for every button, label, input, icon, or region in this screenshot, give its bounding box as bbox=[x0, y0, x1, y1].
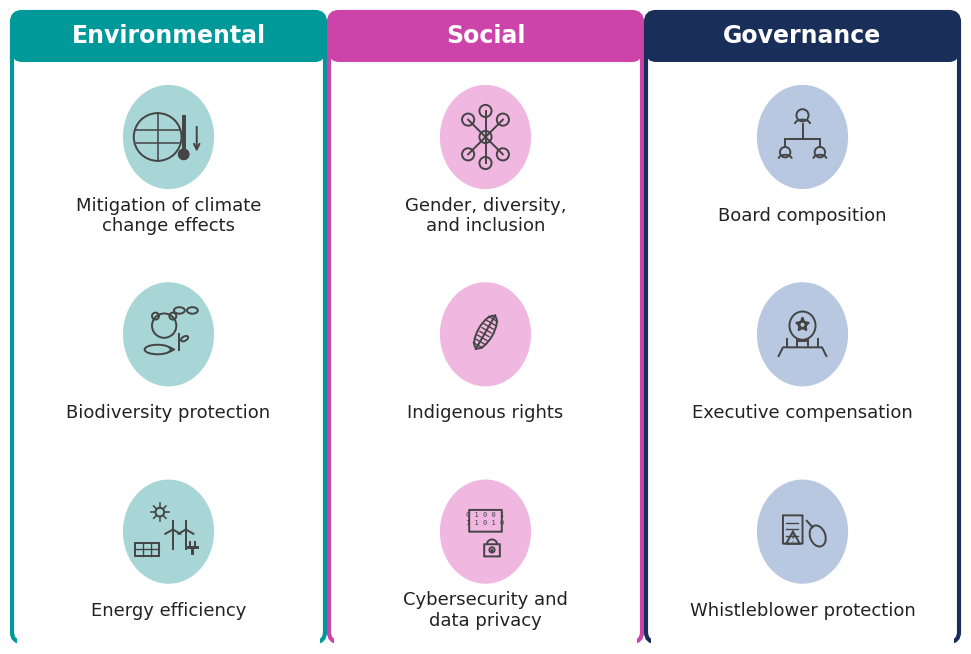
Text: Mitigation of climate
change effects: Mitigation of climate change effects bbox=[76, 196, 261, 235]
FancyBboxPatch shape bbox=[17, 462, 320, 649]
FancyBboxPatch shape bbox=[17, 264, 320, 452]
FancyBboxPatch shape bbox=[646, 12, 959, 62]
Text: Environmental: Environmental bbox=[72, 24, 265, 48]
Text: 0 1 0 0 1: 0 1 0 0 1 bbox=[466, 512, 505, 519]
FancyBboxPatch shape bbox=[651, 67, 954, 254]
FancyBboxPatch shape bbox=[329, 12, 642, 62]
Text: Board composition: Board composition bbox=[719, 207, 887, 225]
Circle shape bbox=[179, 149, 189, 160]
FancyBboxPatch shape bbox=[334, 462, 637, 649]
FancyBboxPatch shape bbox=[17, 67, 320, 254]
Text: Whistleblower protection: Whistleblower protection bbox=[689, 602, 916, 619]
Ellipse shape bbox=[757, 85, 848, 189]
Text: Executive compensation: Executive compensation bbox=[692, 404, 913, 422]
FancyBboxPatch shape bbox=[12, 12, 325, 62]
Ellipse shape bbox=[440, 283, 531, 387]
Text: 1 1 0 1 0: 1 1 0 1 0 bbox=[466, 520, 505, 526]
Text: !: ! bbox=[790, 534, 795, 545]
FancyBboxPatch shape bbox=[334, 264, 637, 452]
Ellipse shape bbox=[757, 283, 848, 387]
FancyBboxPatch shape bbox=[334, 67, 637, 254]
Ellipse shape bbox=[123, 479, 214, 584]
Text: Energy efficiency: Energy efficiency bbox=[91, 602, 247, 619]
Text: Governance: Governance bbox=[723, 24, 882, 48]
Ellipse shape bbox=[440, 85, 531, 189]
Ellipse shape bbox=[123, 85, 214, 189]
Ellipse shape bbox=[123, 283, 214, 387]
Text: Indigenous rights: Indigenous rights bbox=[408, 404, 563, 422]
Ellipse shape bbox=[757, 479, 848, 584]
Text: Social: Social bbox=[446, 24, 525, 48]
Text: Gender, diversity,
and inclusion: Gender, diversity, and inclusion bbox=[405, 196, 566, 235]
Text: Biodiversity protection: Biodiversity protection bbox=[66, 404, 271, 422]
FancyBboxPatch shape bbox=[651, 264, 954, 452]
Text: Cybersecurity and
data privacy: Cybersecurity and data privacy bbox=[403, 591, 568, 630]
FancyBboxPatch shape bbox=[651, 462, 954, 649]
Ellipse shape bbox=[440, 479, 531, 584]
